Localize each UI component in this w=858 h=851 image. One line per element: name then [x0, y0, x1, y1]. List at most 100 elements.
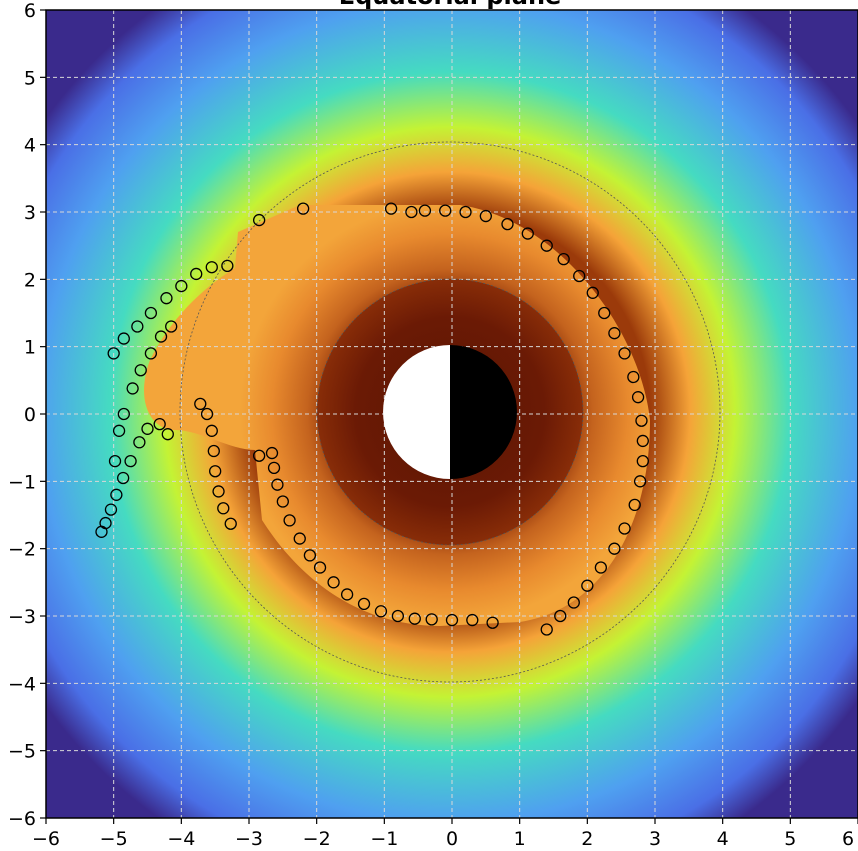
data-point	[134, 364, 147, 377]
y-tick-label: 6	[24, 0, 36, 22]
data-point	[540, 623, 553, 636]
data-point	[567, 596, 580, 609]
chart-title: Equatorial plane	[339, 0, 562, 10]
data-point	[554, 609, 567, 623]
data-point	[107, 347, 120, 360]
data-point	[391, 609, 405, 623]
data-point	[501, 217, 514, 231]
x-tick-label: 0	[446, 828, 458, 850]
data-point	[384, 202, 398, 215]
data-point	[271, 478, 284, 491]
y-tick-label: −6	[8, 808, 36, 830]
data-point	[110, 488, 123, 501]
data-point	[154, 330, 168, 343]
x-tick-label: 2	[581, 828, 593, 850]
data-point	[521, 227, 534, 240]
data-point	[557, 252, 570, 266]
data-point	[95, 525, 108, 538]
data-point	[466, 613, 479, 627]
data-point	[598, 306, 611, 320]
data-point	[124, 454, 137, 468]
data-point	[200, 407, 214, 421]
data-point	[283, 514, 296, 527]
x-tick-label: −5	[100, 828, 128, 850]
data-point	[112, 424, 126, 437]
data-point	[117, 407, 130, 421]
central-disk	[383, 345, 517, 479]
data-point	[194, 397, 207, 411]
y-tick-label: −5	[8, 741, 36, 763]
data-point	[205, 424, 218, 437]
data-point	[340, 588, 354, 601]
data-point	[618, 347, 631, 360]
data-point	[618, 522, 631, 535]
data-point	[608, 542, 621, 555]
data-point	[296, 202, 310, 215]
axes-area	[46, 10, 858, 818]
data-point	[540, 239, 553, 252]
y-tick-label: 3	[24, 202, 36, 224]
data-point	[594, 561, 608, 574]
data-point	[175, 279, 188, 293]
data-point	[133, 436, 146, 449]
data-point	[252, 449, 266, 462]
data-point	[265, 446, 279, 460]
axis-ticks: −6 −5 −4 −3 −2 −1 0 1 2 3 4 5 6 −6 −5 −4 −3 −2 −1 0 1 2 3 4 5 6	[8, 0, 858, 850]
data-point	[252, 213, 266, 227]
y-tick-label: −4	[8, 673, 36, 695]
data-point	[144, 347, 158, 360]
data-point	[408, 612, 421, 625]
data-point	[586, 286, 599, 299]
data-point	[608, 327, 621, 340]
data-point	[445, 613, 459, 627]
data-point	[126, 382, 139, 395]
data-point	[224, 517, 237, 530]
x-tick-label: −1	[370, 828, 398, 850]
data-point	[357, 597, 371, 611]
reference-circle-inner	[316, 278, 584, 546]
data-point	[486, 616, 499, 629]
data-point	[581, 579, 594, 592]
data-point	[636, 454, 649, 468]
data-point	[161, 428, 174, 441]
x-tick-label: 1	[514, 828, 526, 850]
data-point	[293, 532, 306, 545]
data-point	[153, 417, 166, 431]
y-tick-label: 2	[24, 269, 36, 291]
y-tick-label: 1	[24, 337, 36, 359]
x-tick-label: −3	[235, 828, 263, 850]
data-point	[209, 465, 222, 478]
data-point	[165, 320, 178, 333]
data-point	[144, 306, 158, 320]
data-point	[276, 495, 289, 508]
y-tick-label: 0	[24, 404, 36, 426]
data-point	[117, 332, 130, 345]
data-point	[628, 498, 641, 512]
y-tick-label: 4	[24, 135, 36, 157]
data-point	[131, 320, 144, 333]
data-point	[217, 502, 230, 515]
y-tick-label: −2	[8, 539, 36, 561]
data-point	[221, 259, 234, 273]
data-point	[573, 269, 586, 283]
data-point	[190, 267, 203, 281]
data-point	[405, 205, 418, 219]
data-point	[631, 391, 645, 404]
scatter-markers	[95, 202, 649, 636]
data-point	[141, 422, 154, 435]
data-point	[205, 261, 218, 274]
y-tick-label: −3	[8, 606, 36, 628]
data-point	[479, 209, 492, 223]
data-point	[108, 454, 122, 468]
data-point	[374, 605, 388, 618]
data-point	[635, 414, 648, 427]
data-point	[160, 292, 173, 305]
data-point	[418, 204, 432, 217]
x-tick-label: 6	[842, 828, 854, 850]
data-point	[636, 434, 649, 448]
x-tick-label: 5	[784, 828, 796, 850]
data-point	[212, 485, 225, 498]
x-tick-label: 4	[717, 828, 729, 850]
data-point	[327, 576, 340, 589]
data-point	[207, 444, 220, 458]
